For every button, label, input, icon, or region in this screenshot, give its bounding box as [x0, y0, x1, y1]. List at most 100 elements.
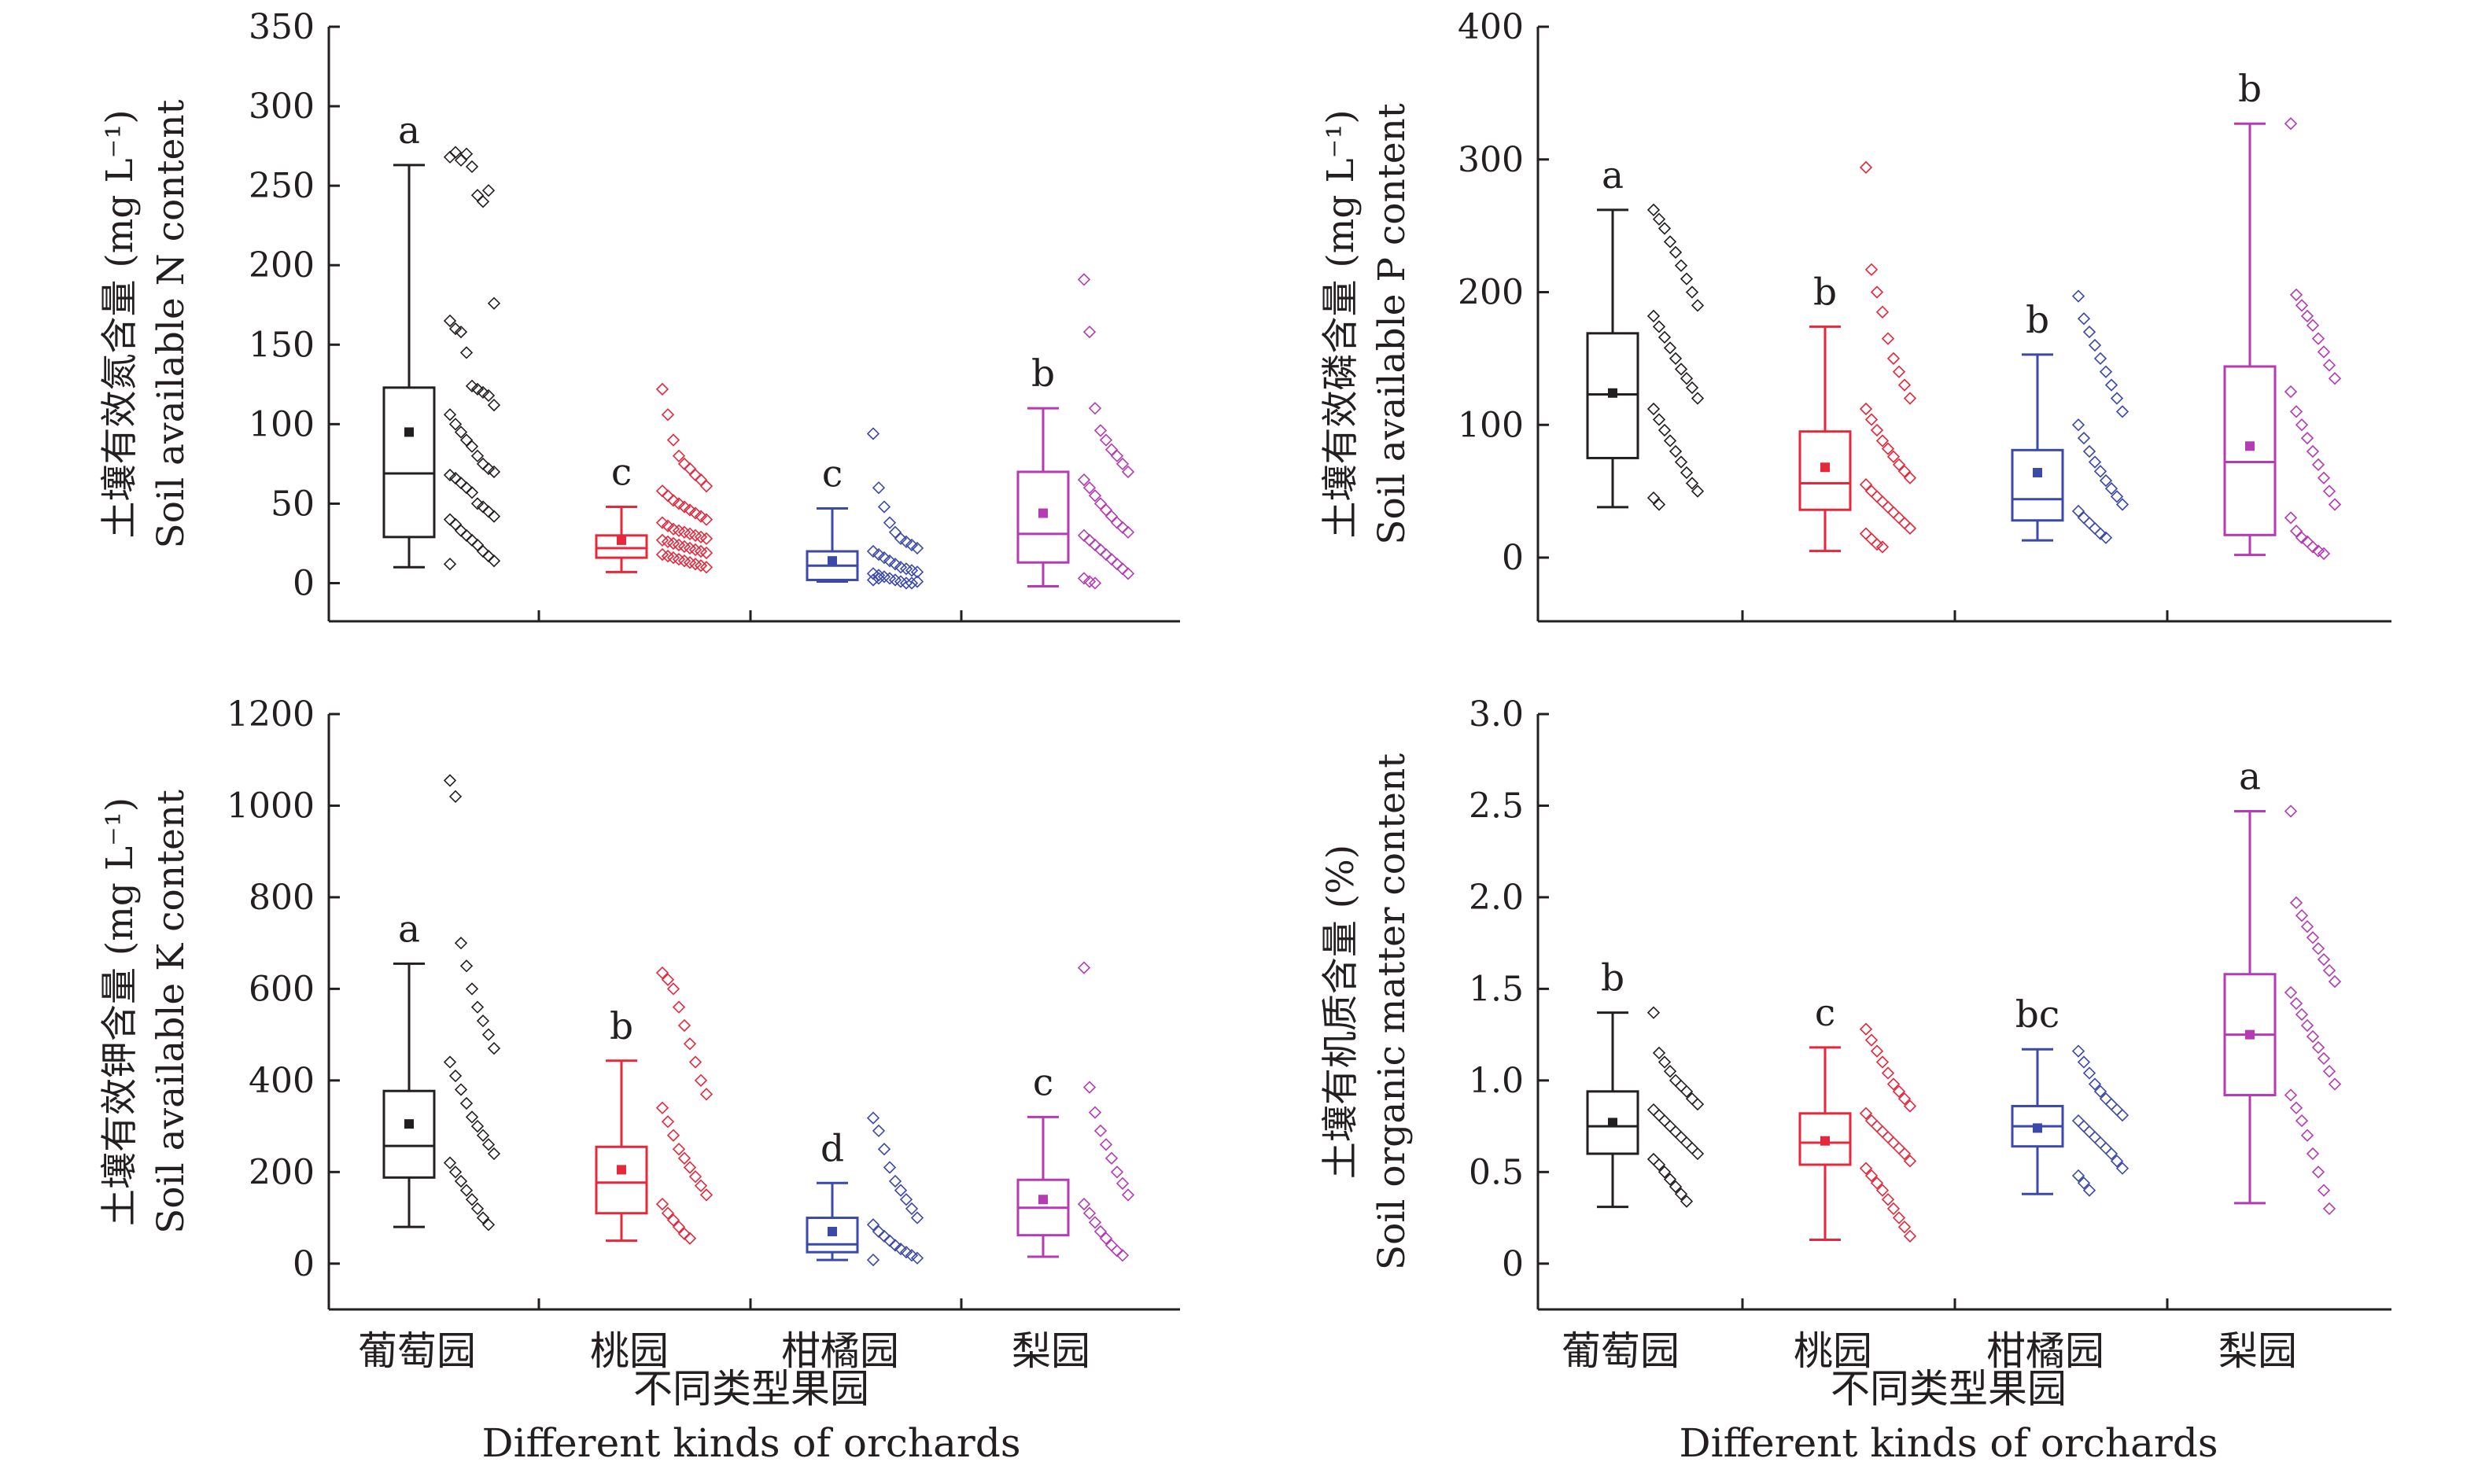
- data-point: [666, 1213, 680, 1227]
- data-point: [470, 382, 485, 396]
- data-point: [1104, 1151, 1119, 1165]
- data-point: [1897, 1147, 1912, 1161]
- data-point: [1104, 443, 1119, 456]
- y-tick-label: 1.5: [1469, 969, 1524, 1009]
- data-point: [2295, 1114, 2309, 1128]
- data-point: [1892, 1211, 1906, 1224]
- data-point: [1864, 484, 1879, 498]
- mean-marker: [1038, 508, 1048, 518]
- data-point: [683, 1037, 697, 1051]
- data-point: [2322, 484, 2336, 498]
- data-point: [1875, 1184, 1890, 1197]
- data-point: [1093, 1224, 1108, 1239]
- data-point: [866, 1253, 880, 1267]
- data-point: [2099, 473, 2113, 488]
- y-tick-label: 0.5: [1469, 1152, 1524, 1192]
- data-point: [666, 433, 680, 447]
- data-point: [465, 379, 479, 392]
- data-point: [443, 468, 457, 482]
- data-point: [2071, 1044, 2085, 1058]
- data-point: [443, 408, 457, 422]
- y-tick-label: 0: [293, 563, 315, 603]
- data-point: [883, 572, 897, 585]
- data-point: [699, 513, 714, 526]
- x-category-label: 桃园: [590, 1328, 669, 1374]
- data-point: [2110, 490, 2124, 503]
- data-point: [877, 1143, 891, 1156]
- data-point: [487, 465, 501, 479]
- data-point: [1646, 309, 1661, 323]
- data-point: [465, 440, 479, 453]
- data-point: [1669, 1073, 1683, 1087]
- data-point: [2077, 1055, 2091, 1069]
- y-tick-label: 50: [271, 484, 315, 524]
- box-K-1: b: [595, 966, 714, 1245]
- data-point: [1110, 558, 1124, 571]
- y-tick-label: 250: [249, 166, 315, 206]
- data-point: [1892, 365, 1906, 378]
- data-point: [443, 774, 457, 787]
- data-point: [661, 549, 675, 563]
- data-point: [2110, 1154, 2124, 1168]
- data-point: [872, 481, 886, 495]
- data-point: [1870, 1119, 1884, 1133]
- data-point: [1646, 491, 1661, 505]
- box-N-2: c: [806, 427, 924, 590]
- data-point: [910, 541, 924, 555]
- data-point: [2284, 117, 2298, 131]
- data-point: [866, 544, 880, 558]
- data-point: [448, 517, 463, 531]
- data-point: [459, 481, 474, 495]
- y-tick-label: 200: [1458, 273, 1524, 313]
- data-point: [661, 1206, 675, 1220]
- data-point: [2295, 909, 2309, 922]
- data-point: [2071, 1114, 2085, 1128]
- data-point: [866, 1111, 880, 1125]
- data-point: [2104, 378, 2118, 392]
- data-point: [899, 535, 913, 549]
- data-point: [1864, 1169, 1879, 1183]
- data-point: [2311, 1165, 2325, 1179]
- x-axis-title-cn-right: 不同类型果园: [1831, 1366, 2067, 1412]
- significance-letter: b: [610, 1005, 633, 1048]
- data-point: [1093, 543, 1108, 557]
- data-point: [1859, 1107, 1873, 1120]
- data-point: [2093, 465, 2107, 478]
- data-point: [1121, 465, 1135, 479]
- y-axis-title-en: Soil available P content: [1370, 103, 1414, 544]
- data-point: [699, 532, 714, 546]
- data-point: [2322, 963, 2336, 978]
- data-point: [465, 1110, 479, 1124]
- y-tick-label: 350: [249, 7, 315, 47]
- data-point: [677, 525, 691, 539]
- data-point: [1892, 458, 1906, 472]
- data-point: [1652, 498, 1666, 511]
- y-tick-label: 3.0: [1469, 694, 1524, 735]
- data-point: [2104, 482, 2118, 495]
- significance-letter: b: [1031, 352, 1055, 396]
- data-point: [661, 1115, 675, 1129]
- data-point: [2289, 405, 2303, 418]
- data-point: [872, 1224, 886, 1239]
- data-point: [894, 1243, 908, 1256]
- data-point: [672, 449, 686, 462]
- data-point: [683, 527, 697, 540]
- data-point: [1669, 245, 1683, 260]
- data-point: [448, 418, 463, 431]
- data-point: [1859, 160, 1873, 175]
- data-point: [1088, 402, 1102, 415]
- box-iqr: [1016, 470, 1070, 564]
- box-iqr: [382, 1089, 436, 1179]
- box-OM-0: b: [1586, 957, 1705, 1209]
- x-category-label: 梨园: [2218, 1328, 2297, 1374]
- data-point: [487, 554, 501, 568]
- data-point: [688, 468, 702, 482]
- data-point: [894, 575, 908, 588]
- data-point: [1685, 381, 1699, 395]
- data-point: [683, 1161, 697, 1174]
- data-point: [1859, 1162, 1873, 1175]
- data-point: [1903, 1154, 1917, 1168]
- data-point: [2300, 1129, 2314, 1142]
- significance-letter: a: [2239, 755, 2261, 798]
- data-point: [1658, 1114, 1672, 1128]
